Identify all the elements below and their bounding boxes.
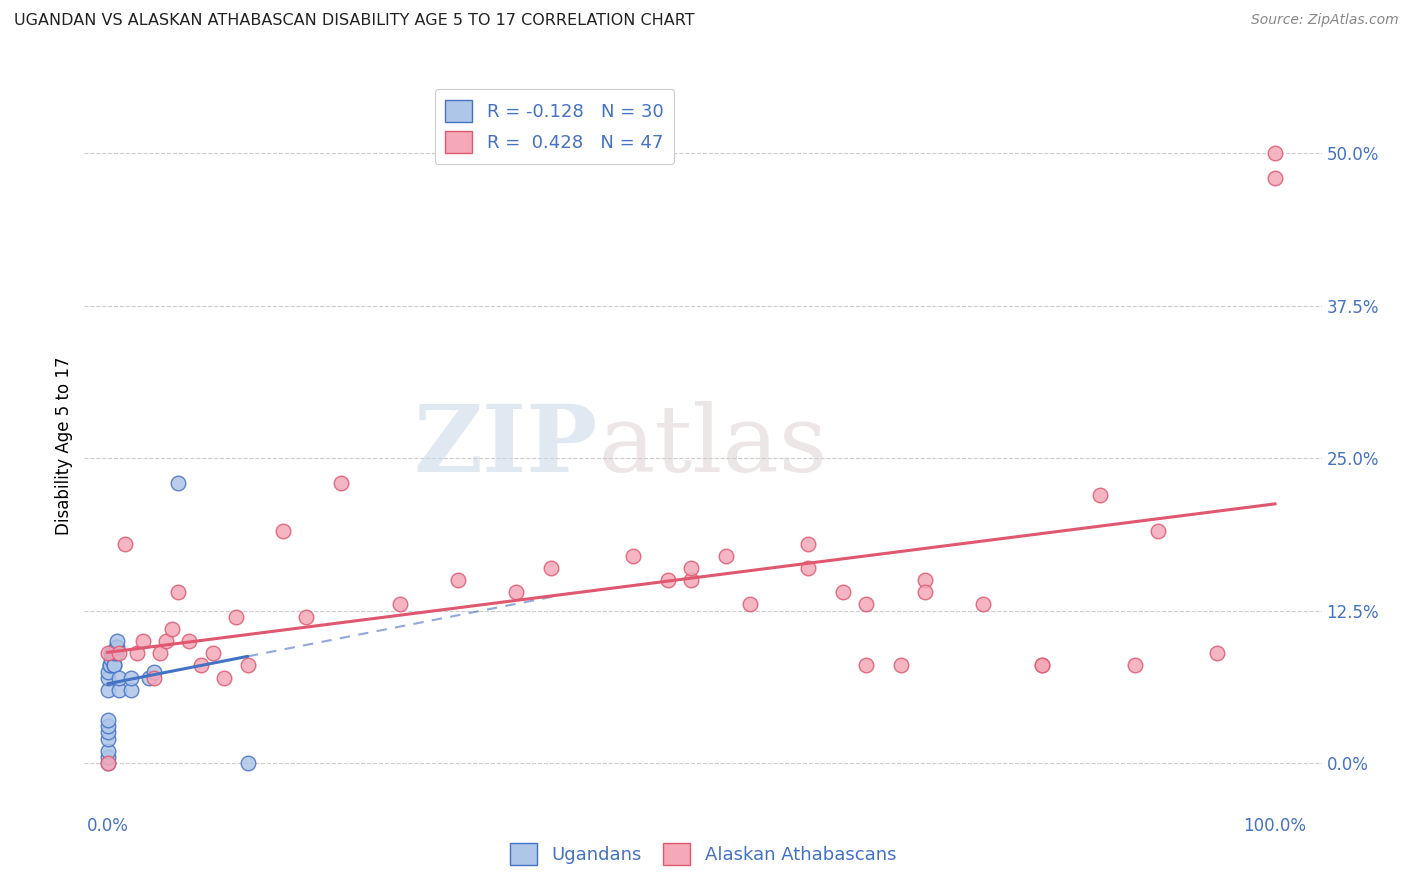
- Point: [100, 646, 122, 660]
- Point: [120, 682, 142, 697]
- Text: UGANDAN VS ALASKAN ATHABASCAN DISABILITY AGE 5 TO 17 CORRELATION CHART: UGANDAN VS ALASKAN ATHABASCAN DISABILITY…: [14, 13, 695, 29]
- Point: [271, 524, 294, 539]
- Point: [797, 536, 820, 550]
- Point: [120, 671, 142, 685]
- Point: [97, 744, 120, 758]
- Point: [132, 634, 155, 648]
- Point: [166, 585, 188, 599]
- Point: [103, 658, 125, 673]
- Point: [105, 640, 128, 655]
- Point: [108, 646, 131, 660]
- Point: [236, 756, 259, 770]
- Point: [388, 598, 411, 612]
- Point: [657, 573, 679, 587]
- Point: [98, 658, 121, 673]
- Point: [100, 652, 122, 666]
- Point: [1205, 646, 1227, 660]
- Legend: Ugandans, Alaskan Athabascans: Ugandans, Alaskan Athabascans: [502, 836, 904, 872]
- Point: [1123, 658, 1146, 673]
- Point: [105, 634, 128, 648]
- Point: [166, 475, 188, 490]
- Point: [97, 756, 120, 770]
- Point: [143, 665, 166, 679]
- Point: [97, 646, 120, 660]
- Point: [97, 756, 120, 770]
- Point: [1264, 170, 1286, 185]
- Point: [1147, 524, 1170, 539]
- Point: [201, 646, 224, 660]
- Point: [143, 671, 166, 685]
- Point: [1031, 658, 1053, 673]
- Point: [972, 598, 994, 612]
- Point: [103, 646, 125, 660]
- Text: Source: ZipAtlas.com: Source: ZipAtlas.com: [1251, 13, 1399, 28]
- Point: [155, 634, 177, 648]
- Point: [97, 714, 120, 728]
- Point: [1031, 658, 1053, 673]
- Y-axis label: Disability Age 5 to 17: Disability Age 5 to 17: [55, 357, 73, 535]
- Point: [138, 671, 160, 685]
- Point: [103, 658, 125, 673]
- Point: [190, 658, 212, 673]
- Point: [890, 658, 912, 673]
- Point: [738, 598, 761, 612]
- Point: [914, 585, 936, 599]
- Point: [914, 573, 936, 587]
- Point: [97, 719, 120, 733]
- Point: [540, 561, 562, 575]
- Text: ZIP: ZIP: [413, 401, 598, 491]
- Point: [97, 749, 120, 764]
- Point: [236, 658, 259, 673]
- Point: [716, 549, 738, 563]
- Point: [114, 536, 136, 550]
- Point: [125, 646, 148, 660]
- Point: [330, 475, 353, 490]
- Point: [108, 671, 131, 685]
- Point: [797, 561, 820, 575]
- Point: [681, 561, 703, 575]
- Point: [447, 573, 470, 587]
- Point: [97, 725, 120, 739]
- Point: [97, 731, 120, 746]
- Point: [179, 634, 201, 648]
- Point: [295, 609, 318, 624]
- Point: [681, 573, 703, 587]
- Text: atlas: atlas: [598, 401, 827, 491]
- Point: [832, 585, 855, 599]
- Point: [621, 549, 644, 563]
- Point: [855, 658, 877, 673]
- Point: [97, 671, 120, 685]
- Point: [108, 682, 131, 697]
- Point: [505, 585, 527, 599]
- Point: [225, 609, 247, 624]
- Point: [104, 640, 127, 655]
- Point: [855, 598, 877, 612]
- Point: [104, 646, 127, 660]
- Point: [1264, 146, 1286, 161]
- Point: [149, 646, 172, 660]
- Point: [97, 665, 120, 679]
- Point: [98, 658, 121, 673]
- Point: [101, 646, 124, 660]
- Point: [1088, 488, 1111, 502]
- Point: [214, 671, 236, 685]
- Point: [97, 682, 120, 697]
- Point: [160, 622, 183, 636]
